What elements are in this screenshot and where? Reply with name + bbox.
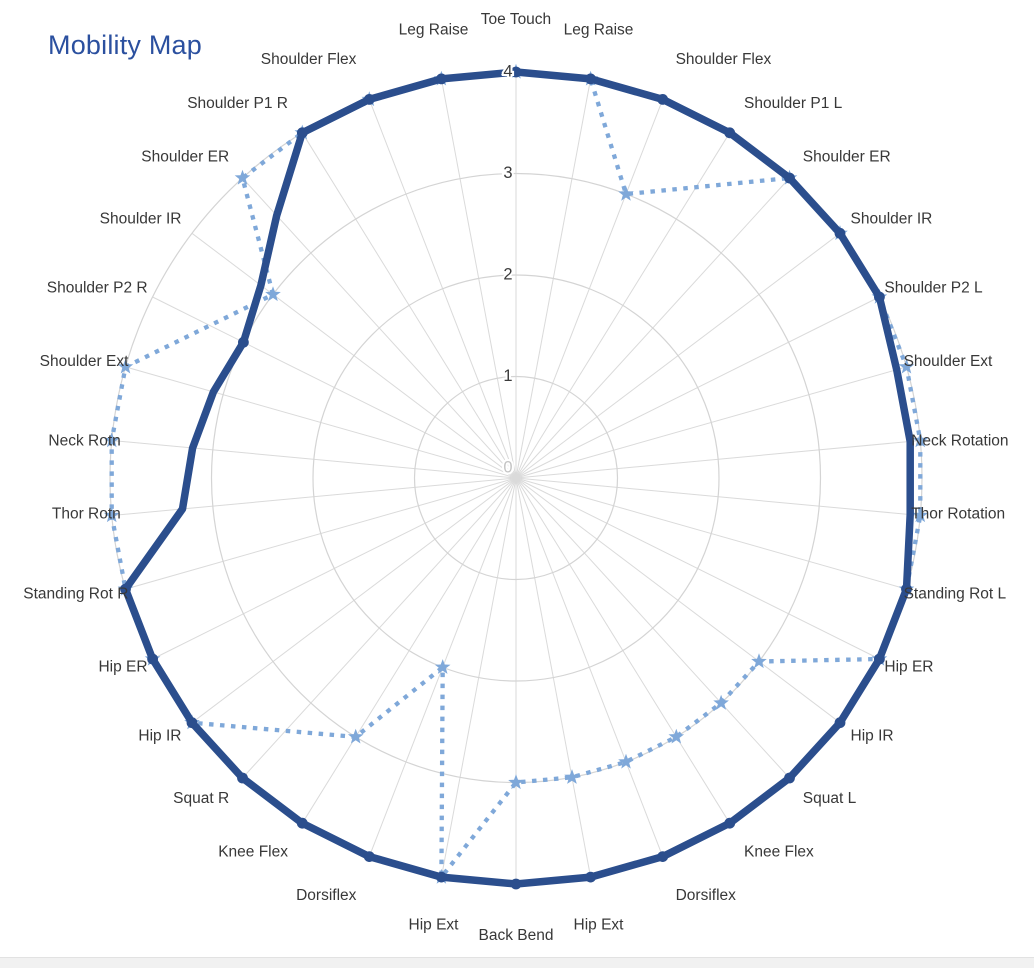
svg-text:Hip IR: Hip IR xyxy=(851,728,894,745)
svg-text:Hip ER: Hip ER xyxy=(884,658,933,675)
svg-text:Squat R: Squat R xyxy=(173,790,229,807)
svg-text:Dorsiflex: Dorsiflex xyxy=(296,887,357,904)
svg-text:Shoulder ER: Shoulder ER xyxy=(803,148,891,165)
svg-text:Squat L: Squat L xyxy=(803,790,857,807)
svg-text:Hip Ext: Hip Ext xyxy=(574,916,625,933)
svg-text:Neck Rotn: Neck Rotn xyxy=(48,432,120,449)
svg-text:3: 3 xyxy=(503,164,512,182)
svg-text:Leg Raise: Leg Raise xyxy=(564,22,634,39)
svg-text:Shoulder Flex: Shoulder Flex xyxy=(676,51,772,68)
svg-text:Dorsiflex: Dorsiflex xyxy=(676,887,737,904)
svg-text:0: 0 xyxy=(503,458,512,476)
svg-text:Thor Rotn: Thor Rotn xyxy=(52,506,121,523)
svg-text:Shoulder P1 L: Shoulder P1 L xyxy=(744,95,843,112)
svg-text:Shoulder IR: Shoulder IR xyxy=(851,210,933,227)
svg-text:Knee Flex: Knee Flex xyxy=(744,843,814,860)
svg-text:Hip ER: Hip ER xyxy=(98,658,147,675)
svg-text:4: 4 xyxy=(503,62,512,80)
svg-text:Knee Flex: Knee Flex xyxy=(218,843,288,860)
svg-text:Shoulder Ext: Shoulder Ext xyxy=(40,353,129,370)
svg-text:1: 1 xyxy=(503,367,512,385)
svg-text:Hip Ext: Hip Ext xyxy=(409,916,460,933)
svg-text:Toe Touch: Toe Touch xyxy=(481,11,551,28)
dotted-series-line xyxy=(109,69,923,884)
page-bottom-band xyxy=(0,957,1034,968)
solid-series-point-markers xyxy=(120,66,912,890)
svg-text:Shoulder Flex: Shoulder Flex xyxy=(261,51,357,68)
svg-text:Hip IR: Hip IR xyxy=(138,728,181,745)
svg-text:Shoulder P2 L: Shoulder P2 L xyxy=(884,280,983,297)
svg-text:Leg Raise: Leg Raise xyxy=(399,22,469,39)
svg-text:Shoulder IR: Shoulder IR xyxy=(100,210,182,227)
radial-tick-labels: 0 1 2 3 4 xyxy=(501,60,514,478)
svg-text:Back Bend: Back Bend xyxy=(479,927,554,944)
axis-labels: Toe Touch Leg Raise Shoulder Flex Shoulder … xyxy=(23,11,1008,944)
svg-text:Standing Rot R: Standing Rot R xyxy=(23,585,128,602)
svg-text:Neck Rotation: Neck Rotation xyxy=(911,432,1008,449)
svg-text:Standing Rot L: Standing Rot L xyxy=(904,585,1007,602)
chart-title: Mobility Map xyxy=(48,30,202,60)
svg-text:Thor Rotation: Thor Rotation xyxy=(911,506,1005,523)
svg-text:Shoulder Ext: Shoulder Ext xyxy=(904,353,993,370)
svg-text:2: 2 xyxy=(503,265,512,283)
svg-text:Shoulder ER: Shoulder ER xyxy=(141,148,229,165)
svg-text:Shoulder P2 R: Shoulder P2 R xyxy=(47,280,148,297)
svg-text:Shoulder P1 R: Shoulder P1 R xyxy=(187,95,288,112)
